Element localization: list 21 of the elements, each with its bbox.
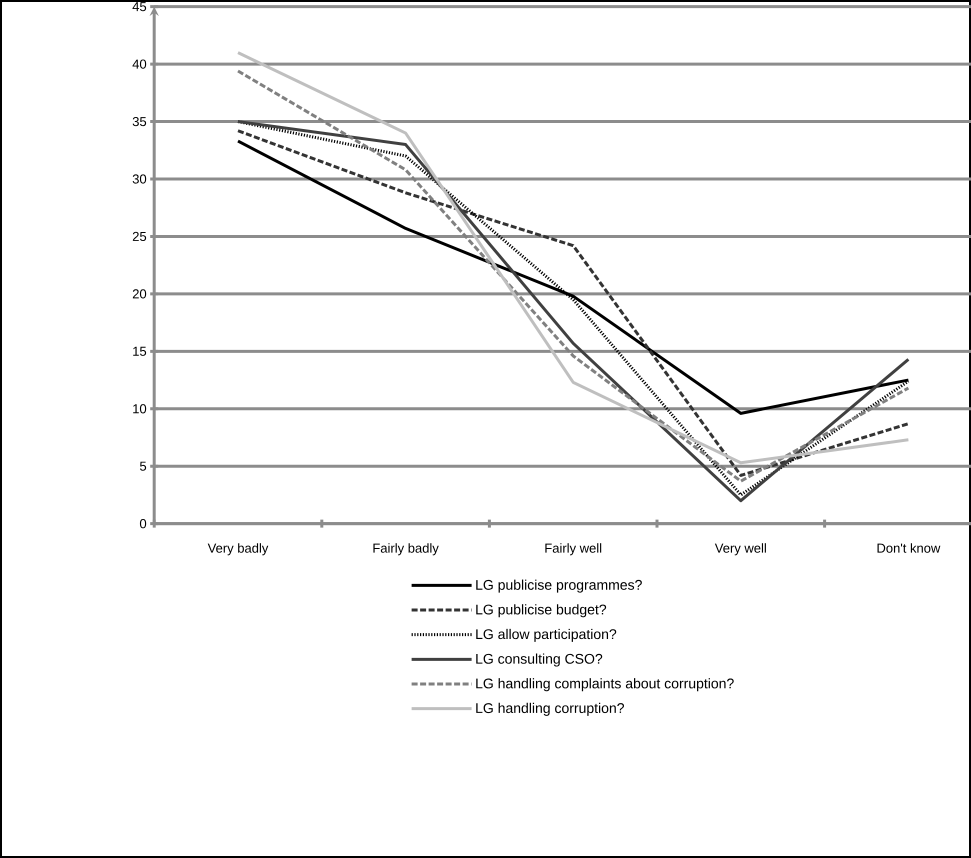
legend-label: LG consulting CSO?	[476, 653, 602, 667]
legend-label: LG publicise budget?	[476, 604, 606, 618]
y-tick-label: 20	[132, 289, 146, 298]
y-tick-label: 15	[133, 346, 146, 356]
y-tick-label: 35	[132, 116, 146, 126]
x-tick-label: Very badly	[208, 543, 268, 556]
x-tick-label: Very well	[714, 543, 766, 556]
legend-label: LG handling complaints about corruption?	[476, 678, 734, 692]
x-tick-label: Fairly well	[545, 543, 602, 556]
legend-label: LG allow participation?	[476, 628, 616, 642]
y-tick-label: 25	[132, 232, 146, 242]
y-tick-label: 0	[140, 519, 146, 528]
y-tick-label: 30	[132, 174, 146, 184]
x-tick-label: Fairly badly	[373, 543, 439, 556]
y-tick-label: 10	[133, 404, 146, 414]
y-tick-label: 40	[132, 60, 146, 69]
legend-label: LG handling corruption?	[476, 702, 624, 716]
x-tick-label: Don't know	[878, 543, 940, 553]
legend-label: LG publicise programmes?	[476, 580, 642, 593]
y-tick-label: 5	[140, 462, 146, 471]
y-tick-label: 45	[132, 2, 146, 12]
